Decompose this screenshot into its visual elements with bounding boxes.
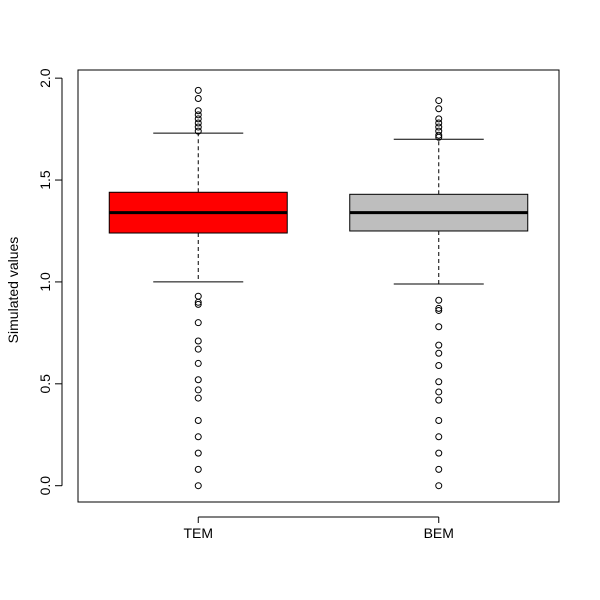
outlier-point — [194, 359, 202, 367]
outlier-point — [194, 449, 202, 457]
outlier-point — [194, 115, 202, 123]
outlier-point — [435, 123, 443, 131]
outlier-point — [435, 482, 443, 490]
outlier-point — [194, 298, 202, 306]
outlier-point — [194, 292, 202, 300]
outlier-point — [435, 449, 443, 457]
outlier-point — [435, 433, 443, 441]
x-tick-label: BEM — [424, 525, 454, 541]
outlier-point — [194, 433, 202, 441]
outlier-point — [194, 465, 202, 473]
y-tick-label: 0.5 — [37, 374, 53, 394]
outlier-point — [435, 131, 443, 139]
outlier-point — [194, 482, 202, 490]
outlier-point — [194, 416, 202, 424]
y-axis: 0.0 0.5 1.0 1.5 2.0 — [37, 68, 63, 496]
outlier-point — [194, 319, 202, 327]
y-tick-label: 0.0 — [37, 476, 53, 496]
outlier-point — [194, 127, 202, 135]
outlier-point — [435, 304, 443, 312]
outlier-point — [435, 105, 443, 113]
outlier-point — [194, 386, 202, 394]
outlier-point — [194, 376, 202, 384]
outlier-point — [435, 349, 443, 357]
outlier-point — [435, 396, 443, 404]
outlier-point — [194, 345, 202, 353]
outlier-point — [435, 388, 443, 396]
outlier-point — [194, 119, 202, 127]
y-axis-label: Simulated values — [5, 237, 21, 344]
y-tick-label: 2.0 — [37, 68, 53, 88]
outlier-point — [194, 107, 202, 115]
y-tick-label: 1.5 — [37, 170, 53, 190]
outlier-point — [194, 337, 202, 345]
outlier-point — [435, 119, 443, 127]
outlier-point — [435, 341, 443, 349]
outlier-point — [194, 95, 202, 103]
outlier-point — [435, 465, 443, 473]
outlier-point — [435, 416, 443, 424]
outlier-point — [435, 296, 443, 304]
outlier-point — [435, 378, 443, 386]
x-tick-label: TEM — [183, 525, 213, 541]
outlier-point — [435, 306, 443, 314]
x-axis: TEM BEM — [183, 516, 454, 541]
outlier-point — [194, 394, 202, 402]
outlier-point — [435, 323, 443, 331]
outlier-point — [435, 361, 443, 369]
boxes — [108, 86, 529, 490]
outlier-point — [194, 123, 202, 131]
outlier-point — [435, 133, 443, 141]
outlier-point — [435, 115, 443, 123]
plot-frame — [77, 69, 560, 503]
outlier-point — [435, 97, 443, 105]
y-tick-label: 1.0 — [37, 272, 53, 292]
outlier-point — [194, 111, 202, 119]
outlier-point — [194, 300, 202, 308]
outlier-point — [194, 86, 202, 94]
